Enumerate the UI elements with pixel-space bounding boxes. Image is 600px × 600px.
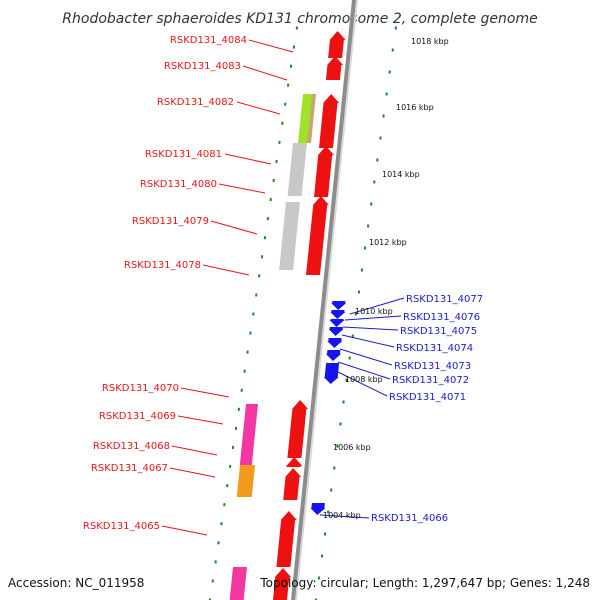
left-gene-labels: RSKD131_4084 RSKD131_4083 RSKD131_4082 R… bbox=[83, 35, 247, 532]
cog-block bbox=[229, 567, 247, 600]
kbp-label: 1012 kbp bbox=[369, 238, 407, 247]
cog-block bbox=[287, 143, 307, 196]
gene-label[interactable]: RSKD131_4079 bbox=[132, 216, 209, 227]
label-leader-line bbox=[319, 514, 370, 519]
label-leader-line bbox=[342, 326, 399, 331]
reverse-gene-arrow bbox=[331, 301, 347, 310]
cog-block bbox=[236, 465, 255, 497]
label-leader-line bbox=[236, 101, 281, 115]
gene-label[interactable]: RSKD131_4077 bbox=[406, 294, 483, 305]
cog-blocks bbox=[229, 94, 316, 600]
label-leader-line bbox=[161, 525, 208, 536]
label-leader-line bbox=[337, 371, 388, 397]
gene-label[interactable]: RSKD131_4065 bbox=[83, 521, 160, 532]
gene-label[interactable]: RSKD131_4071 bbox=[389, 392, 466, 403]
cog-block bbox=[239, 404, 258, 465]
gene-label[interactable]: RSKD131_4084 bbox=[170, 35, 247, 46]
cog-block bbox=[307, 94, 316, 143]
tick-tracks bbox=[208, 26, 397, 600]
gene-label[interactable]: RSKD131_4068 bbox=[93, 441, 170, 452]
kbp-label: 1006 kbp bbox=[333, 443, 371, 452]
gene-label[interactable]: RSKD131_4069 bbox=[99, 411, 176, 422]
label-leader-line bbox=[339, 348, 393, 366]
label-leader-line bbox=[177, 415, 224, 425]
forward-gene-arrow bbox=[287, 400, 309, 458]
reverse-gene-arrow bbox=[328, 327, 344, 336]
forward-gene-arrow bbox=[273, 568, 291, 600]
gene-label[interactable]: RSKD131_4073 bbox=[394, 361, 471, 372]
forward-gene-arrow bbox=[328, 31, 346, 58]
right-gene-labels: RSKD131_4077 RSKD131_4076 RSKD131_4075 R… bbox=[371, 294, 483, 524]
gene-label[interactable]: RSKD131_4081 bbox=[145, 149, 222, 160]
gene-label[interactable]: RSKD131_4083 bbox=[164, 61, 241, 72]
gene-label[interactable]: RSKD131_4075 bbox=[400, 326, 477, 337]
gene-label[interactable]: RSKD131_4070 bbox=[102, 383, 179, 394]
backbone-shadow bbox=[294, 0, 358, 600]
kbp-label: 1004 kbp bbox=[323, 511, 361, 520]
label-leader-line bbox=[169, 467, 216, 478]
kbp-label: 1010 kbp bbox=[355, 307, 393, 316]
forward-gene-arrow bbox=[286, 457, 303, 467]
forward-gene-arrow bbox=[319, 94, 340, 148]
reverse-gene-arrow bbox=[330, 310, 346, 319]
forward-gene-arrow bbox=[276, 511, 297, 567]
genome-summary-text: Topology: circular; Length: 1,297,647 bp… bbox=[259, 576, 590, 590]
gene-label[interactable]: RSKD131_4078 bbox=[124, 260, 201, 271]
label-leader-line bbox=[242, 65, 288, 81]
kbp-label: 1018 kbp bbox=[411, 37, 449, 46]
reverse-gene-arrow bbox=[310, 503, 326, 515]
kbp-label: 1014 kbp bbox=[382, 170, 420, 179]
kbp-label: 1008 kbp bbox=[345, 375, 383, 384]
gene-label[interactable]: RSKD131_4072 bbox=[392, 375, 469, 386]
label-leader-line bbox=[180, 387, 230, 398]
gene-label[interactable]: RSKD131_4082 bbox=[157, 97, 234, 108]
gene-label[interactable]: RSKD131_4074 bbox=[396, 343, 473, 354]
reverse-gene-arrow bbox=[326, 350, 341, 361]
backbone bbox=[291, 0, 356, 600]
kbp-label: 1016 kbp bbox=[396, 103, 434, 112]
label-leader-line bbox=[202, 264, 250, 276]
reverse-gene-arrow bbox=[329, 319, 345, 327]
accession-text: Accession: NC_011958 bbox=[8, 576, 144, 590]
label-leader-line bbox=[224, 153, 272, 165]
gene-label[interactable]: RSKD131_4076 bbox=[403, 312, 480, 323]
label-leader-line bbox=[248, 39, 294, 53]
label-leader-line bbox=[341, 334, 395, 348]
reverse-genes bbox=[310, 301, 347, 515]
forward-gene-arrow bbox=[325, 56, 344, 80]
label-leader-line bbox=[349, 297, 405, 315]
kbp-labels: 1018 kbp 1016 kbp 1014 kbp 1012 kbp 1010… bbox=[323, 37, 449, 520]
cog-block bbox=[279, 202, 300, 270]
forward-genes bbox=[273, 31, 346, 600]
forward-gene-arrow bbox=[306, 196, 329, 275]
label-leader-line bbox=[171, 445, 218, 456]
label-leader-line bbox=[337, 361, 391, 380]
label-leaders bbox=[161, 39, 405, 536]
gene-label[interactable]: RSKD131_4066 bbox=[371, 513, 448, 524]
reverse-gene-arrow bbox=[327, 338, 343, 348]
forward-gene-arrow bbox=[283, 468, 302, 500]
forward-gene-arrow bbox=[314, 146, 334, 197]
label-leader-line bbox=[344, 315, 402, 321]
label-leader-line bbox=[218, 183, 266, 194]
label-leader-line bbox=[210, 220, 258, 235]
gene-label[interactable]: RSKD131_4067 bbox=[91, 463, 168, 474]
map-title: Rhodobacter sphaeroides KD131 chromosome… bbox=[62, 11, 537, 27]
reverse-gene-arrow bbox=[323, 363, 340, 384]
gene-label[interactable]: RSKD131_4080 bbox=[140, 179, 217, 190]
